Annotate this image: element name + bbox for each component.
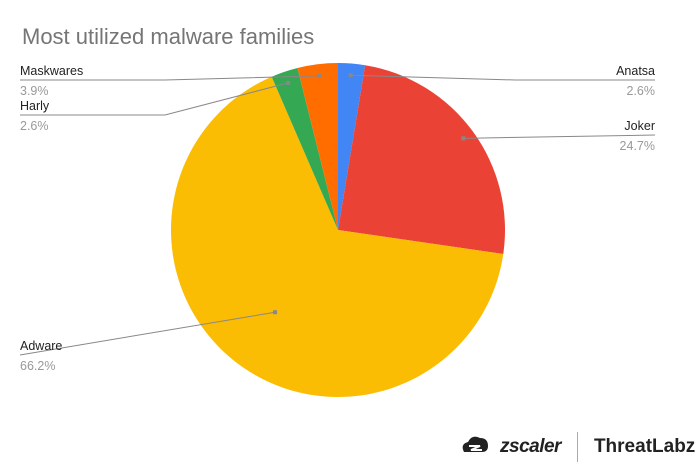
pie-slice-anatsa	[338, 63, 366, 230]
slice-value-label: 2.6%	[627, 84, 656, 98]
slice-label: Maskwares	[20, 64, 83, 78]
leader-line-harly	[20, 82, 289, 116]
leader-line-joker	[463, 134, 656, 139]
pie-slice-joker	[338, 65, 506, 255]
leader-dot	[286, 80, 291, 85]
leader-line-anatsa	[350, 74, 655, 81]
pie-slice-harly	[271, 67, 338, 230]
leader-dot	[461, 136, 466, 141]
leader-dot	[317, 73, 322, 78]
leader-dot	[273, 310, 278, 315]
slice-label: Adware	[20, 339, 62, 353]
slice-label: Joker	[624, 119, 655, 133]
slice-label: Anatsa	[616, 64, 655, 78]
leader-dot	[348, 73, 353, 78]
chart-title: Most utilized malware families	[22, 24, 315, 49]
threatlabz-logo-text: ThreatLabz	[593, 436, 696, 457]
pie-slice-maskwares	[297, 63, 338, 230]
slice-value-label: 2.6%	[20, 119, 49, 133]
logo-divider	[576, 432, 578, 462]
zscaler-logo-text: zscaler	[500, 436, 561, 457]
logo: zscaler ThreatLabz	[460, 432, 695, 462]
slice-value-label: 3.9%	[20, 84, 49, 98]
slice-label: Harly	[20, 99, 50, 113]
leader-line-maskwares	[20, 75, 320, 81]
pie-slice-adware	[170, 76, 504, 397]
slice-value-label: 66.2%	[20, 359, 55, 373]
slice-value-label: 24.7%	[620, 139, 655, 153]
leader-line-adware	[19, 311, 276, 356]
zscaler-cloud-icon	[460, 434, 490, 461]
